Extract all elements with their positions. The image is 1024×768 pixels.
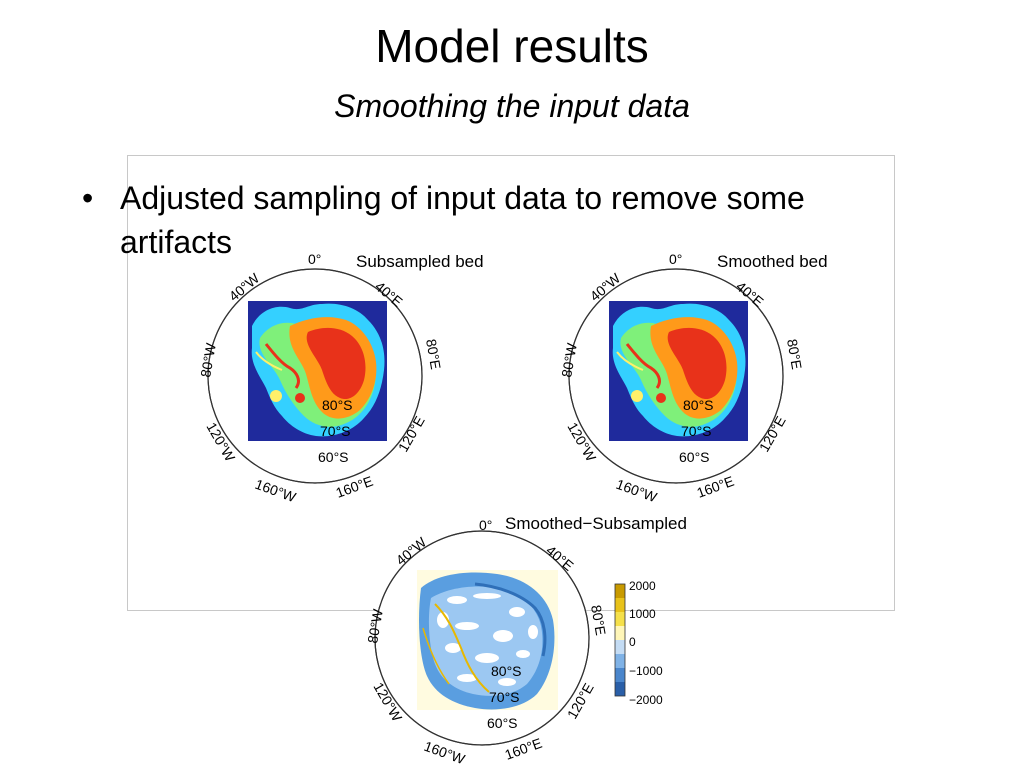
bed-land-red [306, 327, 366, 400]
lat-label-70s: 70°S [489, 689, 520, 705]
lat-label-70s: 70°S [681, 423, 712, 439]
lon-label-0: 0° [308, 251, 321, 267]
slide-title: Model results [375, 20, 649, 72]
panel-title: Smoothed−Subsampled [505, 514, 687, 533]
lat-label-80s: 80°S [322, 397, 353, 413]
lon-label-80w: 80°W [364, 607, 386, 644]
colorbar: 2000 1000 0 −1000 −2000 [614, 579, 663, 707]
colorbar-tick: 2000 [629, 579, 656, 593]
colorbar-tick: −1000 [629, 664, 663, 678]
panel-title: Subsampled bed [356, 252, 484, 271]
lon-label-80e: 80°E [423, 338, 444, 371]
colorbar-tick: 1000 [629, 607, 656, 621]
lon-label-80w: 80°W [558, 341, 580, 378]
lon-label-80e: 80°E [784, 338, 805, 371]
bullet-dot: • [82, 180, 94, 216]
lon-label-80e: 80°E [588, 604, 609, 637]
lat-label-60s: 60°S [318, 449, 349, 465]
colorbar-tick: −2000 [629, 693, 663, 707]
lat-label-70s: 70°S [320, 423, 351, 439]
lat-label-60s: 60°S [487, 715, 518, 731]
colorbar-tick: 0 [629, 635, 636, 649]
lon-label-0: 0° [479, 517, 492, 533]
lat-label-60s: 60°S [679, 449, 710, 465]
lat-label-80s: 80°S [683, 397, 714, 413]
lat-label-80s: 80°S [491, 663, 522, 679]
bullet-text: Adjusted sampling of input data to remov… [120, 180, 805, 260]
lon-label-80w: 80°W [197, 341, 219, 378]
lon-label-0: 0° [669, 251, 682, 267]
map-panel-difference: Smoothed−Subsampled 0° 40°E 80°E 120°E 1… [364, 514, 687, 768]
map-panel-subsampled: Subsampled bed 0° 40°E 80°E 120°E 160°E … [197, 251, 483, 506]
map-panel-smoothed: Smoothed bed 0° 40°E 80°E 120°E 160°E 16… [558, 251, 827, 506]
slide-subtitle: Smoothing the input data [334, 88, 690, 124]
panel-title: Smoothed bed [717, 252, 828, 271]
